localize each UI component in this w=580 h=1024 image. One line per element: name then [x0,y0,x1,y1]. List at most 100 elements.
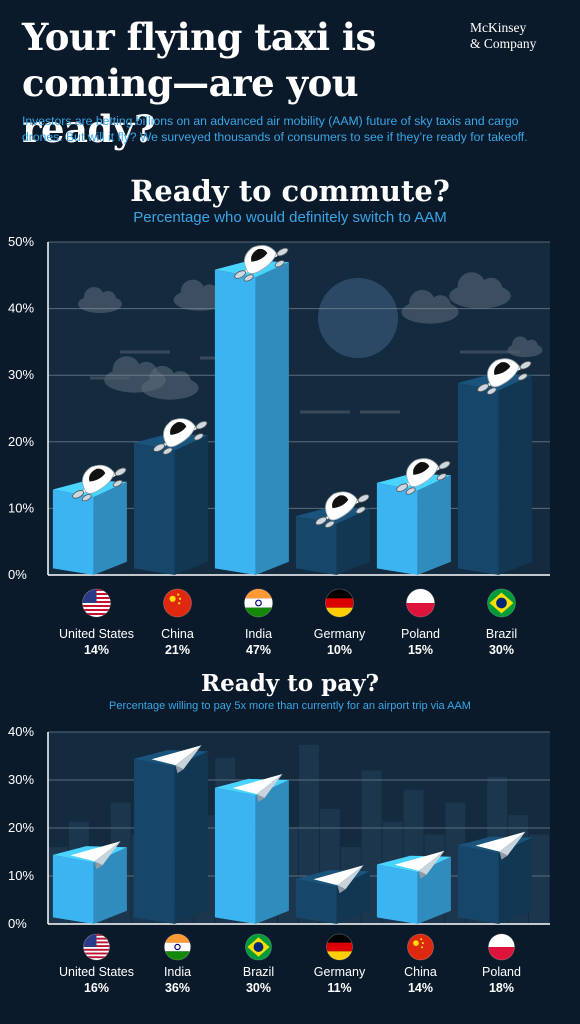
flag-outline [407,933,434,961]
category-label: China [161,627,194,641]
category-label: Poland [482,965,521,979]
value-label: 11% [327,981,351,995]
y-tick-label: 0% [8,916,27,931]
germany-flag-icon [326,934,353,960]
category-label: China [404,965,437,979]
y-tick-label: 10% [8,500,34,515]
india-flag-icon [164,934,191,960]
pay-chart-subtitle: Percentage willing to pay 5x more than c… [109,700,471,712]
value-label: 18% [489,981,514,995]
cloud-icon [173,279,227,311]
y-tick-label: 10% [8,868,34,883]
china-flag-icon [163,589,192,617]
y-tick-label: 30% [8,367,34,382]
bar-front [376,864,418,924]
y-tick-label: 40% [8,724,34,739]
commute-chart-title: Ready to commute? [130,174,450,208]
category-label: India [164,965,191,979]
bar-front [133,442,175,575]
value-label: 21% [165,643,190,657]
bar-side [336,508,370,575]
value-label: 36% [165,981,190,995]
poland-flag-icon [488,934,515,960]
category-label: United States [59,627,134,641]
pay-chart: 0% 10% 20% 30% 40% United States 16% India 36% Br… [8,724,550,995]
flying-taxi-icon [153,418,208,455]
category-label: Poland [401,627,440,641]
bar-front [295,516,337,575]
bar-front [133,758,175,924]
y-tick-label: 20% [8,820,34,835]
flag-outline [487,588,516,618]
paper-plane-icon [394,850,445,879]
brand-line-1: McKinsey [470,20,527,35]
bar-side [417,475,451,575]
category-label: United States [59,965,134,979]
moon-icon [318,278,398,358]
bar-front [52,854,94,924]
paper-plane-icon [151,745,202,774]
bar [52,480,127,575]
bar-front [376,482,418,575]
intro-text: Investors are betting billions on an adv… [22,114,528,144]
y-tick-label: 30% [8,772,34,787]
bar-front [214,787,256,924]
bar [133,750,208,924]
flying-taxi-icon [396,458,451,495]
flag-outline [406,588,435,618]
india-flag-icon [244,589,273,617]
category-label: Germany [314,627,366,641]
bar-side [93,481,127,575]
flying-taxi-icon [477,358,532,395]
bar [457,374,532,575]
category-label: Brazil [243,965,274,979]
value-label: 30% [489,643,514,657]
flag-outline [245,933,272,961]
bar-side [93,847,127,924]
cloud-icon [449,272,511,309]
flying-taxi-icon [72,464,127,502]
us-flag-icon [82,589,111,617]
bar-side [174,435,208,575]
brazil-flag-icon [245,934,272,960]
value-label: 14% [408,981,433,995]
bar-side [174,751,208,924]
bar-side [498,837,532,924]
bar-front [52,489,94,575]
bar-side [498,375,532,575]
background-decoration [78,272,543,414]
poland-flag-icon [406,589,435,617]
value-label: 47% [246,643,271,657]
bar-front [295,878,337,924]
category-label: Germany [314,965,366,979]
bar-front [457,845,499,924]
flag-outline [83,933,110,961]
commute-chart-subtitle: Percentage who would definitely switch t… [133,209,447,226]
page-title: Your flying taxi is coming—are you ready… [22,15,376,151]
bar-front [457,382,499,575]
y-tick-label: 0% [8,567,27,582]
cloud-icon [507,336,543,358]
value-label: 14% [84,643,109,657]
y-tick-label: 20% [8,434,34,449]
category-label: Brazil [486,627,517,641]
cloud-icon [401,289,459,324]
y-tick-label: 40% [8,301,34,316]
bar-side [255,780,289,924]
value-label: 10% [327,643,352,657]
germany-flag-icon [325,589,354,617]
value-label: 15% [408,643,433,657]
brand-line-2: & Company [470,36,537,51]
commute-chart: 0% 10% 20% 30% 40% 50% United States 14% China 21… [8,234,550,657]
paper-plane-icon [475,831,526,860]
pay-chart-title: Ready to pay? [201,670,379,697]
paper-plane-icon [232,774,283,802]
bar [214,260,289,575]
bar [133,434,208,575]
value-label: 16% [84,981,109,995]
bar [214,778,289,924]
paper-plane-icon [70,841,121,870]
flag-outline [164,933,191,961]
brand-logo: McKinsey & Company [470,20,570,52]
brazil-flag-icon [487,589,516,617]
